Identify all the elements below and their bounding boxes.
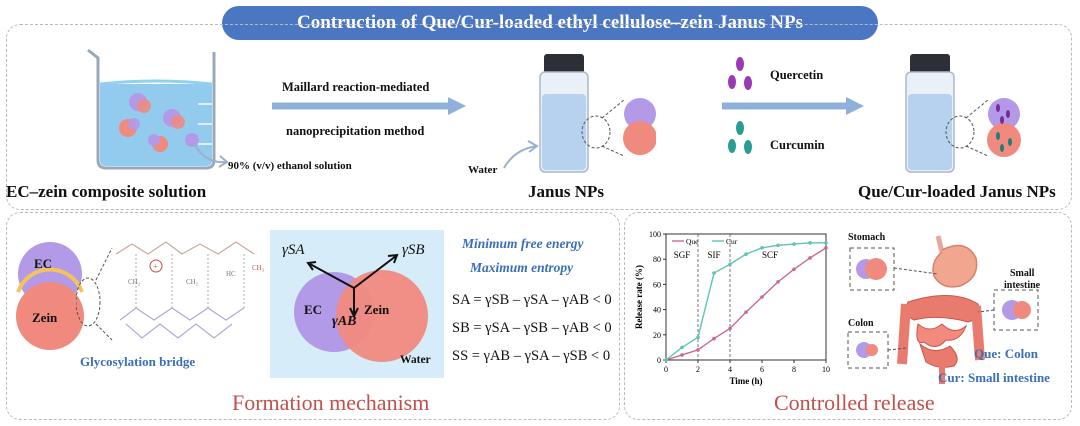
data-point — [728, 262, 732, 267]
gamma-ab-label: γAB — [332, 314, 357, 329]
phase-label: SIF — [707, 250, 720, 260]
quercetin-label: Quercetin — [770, 68, 824, 82]
method-line2: nanoprecipitation method — [286, 124, 425, 138]
legend-label: Cur — [726, 237, 738, 246]
gamma-sa-label: γSA — [282, 242, 305, 258]
loaded-vial-icon — [905, 54, 1021, 173]
data-point — [696, 348, 700, 352]
svg-text:CH₂: CH₂ — [186, 278, 199, 286]
x-tick-label: 8 — [792, 365, 796, 374]
formation-panel — [6, 212, 620, 420]
que-colon-label: Que: Colon — [974, 346, 1038, 361]
ec-zein-label: EC–zein composite solution — [6, 182, 207, 201]
wetting-circles-icon — [294, 253, 428, 362]
x-tick-label: 10 — [822, 365, 830, 374]
ethanol-arrow-icon — [193, 143, 229, 168]
equation-sb: SB = γSA – γSB – γAB < 0 — [452, 320, 612, 336]
method-line1: Maillard reaction-mediated — [282, 80, 430, 94]
water-arrow-icon — [503, 140, 539, 169]
svg-text:HC: HC — [226, 270, 236, 278]
data-point — [824, 241, 828, 245]
curcumin-icon — [728, 121, 752, 154]
x-tick-label: 0 — [664, 365, 668, 374]
y-axis-label: Release rate (%) — [634, 265, 644, 329]
top-panel — [6, 24, 1072, 210]
data-point — [744, 252, 748, 256]
y-tick-label: 20 — [653, 331, 661, 340]
data-point — [792, 242, 796, 246]
data-point — [680, 353, 684, 357]
ec-label: EC — [34, 256, 53, 271]
data-point — [664, 358, 668, 362]
data-point — [808, 241, 812, 245]
y-tick-label: 60 — [653, 280, 661, 289]
x-tick-label: 4 — [728, 365, 732, 374]
legend-label: Que — [686, 237, 699, 246]
data-point — [792, 267, 796, 272]
data-point — [760, 295, 764, 299]
page-title: Contruction of Que/Cur-loaded ethyl cell… — [297, 12, 803, 33]
zein-label-2: Zein — [364, 302, 390, 317]
method-arrow-icon — [272, 97, 466, 115]
colon-label: Colon — [848, 318, 874, 329]
beaker-icon — [87, 48, 216, 170]
data-point — [760, 246, 764, 250]
glycosylation-bridge-label: Glycosylation bridge — [80, 354, 196, 369]
gamma-sb-label: γSB — [402, 242, 425, 258]
y-tick-label: 0 — [657, 356, 661, 365]
cur-small-intestine-label: Cur: Small intestine — [938, 370, 1050, 385]
data-point — [744, 310, 748, 314]
svg-text:+: + — [153, 262, 158, 271]
y-tick-label: 40 — [653, 306, 661, 315]
data-point — [680, 345, 684, 350]
vial-icon — [539, 54, 656, 173]
x-tick-label: 2 — [696, 365, 700, 374]
data-point — [824, 246, 828, 250]
phase-label: SCF — [762, 250, 778, 260]
janus-particle-icon — [16, 242, 84, 350]
x-axis-label: Time (h) — [729, 376, 762, 386]
svg-text:CH₃: CH₃ — [252, 264, 265, 272]
data-point — [728, 326, 732, 331]
equation-ss: SS = γAB – γSA – γSB < 0 — [452, 348, 611, 364]
data-point — [776, 280, 780, 284]
svg-text:CH₂: CH₂ — [128, 278, 141, 286]
title-bar: Contruction of Que/Cur-loaded ethyl cell… — [222, 6, 878, 40]
small-intestine-label-1: Small — [1010, 268, 1035, 279]
water-label-top: Water — [468, 164, 498, 176]
plot-frame — [665, 233, 827, 361]
data-point — [712, 336, 716, 341]
curcumin-label: Curcumin — [770, 138, 825, 152]
data-point — [808, 256, 812, 260]
y-tick-label: 80 — [653, 255, 661, 264]
ec-label-2: EC — [304, 302, 323, 317]
loaded-label: Que/Cur-loaded Janus NPs — [858, 182, 1056, 201]
y-tick-label: 100 — [649, 230, 661, 239]
data-point — [712, 271, 716, 275]
ethanol-label: 90% (v/v) ethanol solution — [228, 160, 352, 172]
water-label: Water — [400, 354, 431, 366]
data-point — [776, 243, 780, 248]
glycosylation-structure-icon: + CH₂ CH₂ HC CH₃ — [76, 241, 265, 341]
janus-label: Janus NPs — [528, 182, 605, 201]
max-entropy-label: Maximum entropy — [470, 260, 574, 275]
method-arrow-2-icon — [722, 97, 864, 115]
small-intestine-label-2: intestine — [1004, 280, 1041, 291]
stomach-label: Stomach — [848, 232, 886, 243]
zein-label: Zein — [32, 310, 58, 325]
data-point — [696, 335, 700, 340]
min-free-energy-label: Minimum free energy — [462, 236, 584, 251]
release-title: Controlled release — [774, 390, 935, 415]
phase-label: SGF — [674, 250, 691, 260]
digestive-system-icon — [847, 235, 1039, 384]
series-line — [665, 242, 826, 361]
release-panel — [624, 212, 1072, 420]
x-tick-label: 6 — [760, 365, 764, 374]
formation-title: Formation mechanism — [232, 390, 430, 415]
quercetin-icon — [728, 57, 752, 90]
equation-sa: SA = γSB – γSA – γAB < 0 — [452, 292, 612, 308]
particle-icon — [119, 93, 199, 152]
